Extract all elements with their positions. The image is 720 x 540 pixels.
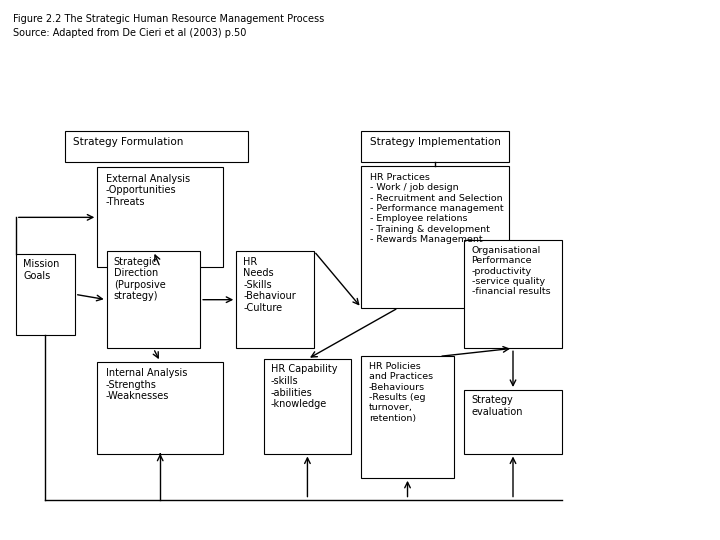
FancyBboxPatch shape	[464, 390, 562, 454]
FancyBboxPatch shape	[65, 131, 248, 162]
FancyBboxPatch shape	[464, 240, 562, 348]
Text: HR Capability
-skills
-abilities
-knowledge: HR Capability -skills -abilities -knowle…	[271, 364, 337, 409]
FancyBboxPatch shape	[16, 254, 75, 335]
Text: Figure 2.2 The Strategic Human Resource Management Process: Figure 2.2 The Strategic Human Resource …	[13, 14, 324, 24]
Text: HR Practices
- Work / job design
- Recruitment and Selection
- Performance manag: HR Practices - Work / job design - Recru…	[370, 173, 504, 244]
Text: Internal Analysis
-Strengths
-Weaknesses: Internal Analysis -Strengths -Weaknesses	[106, 368, 187, 401]
FancyBboxPatch shape	[264, 359, 351, 454]
FancyBboxPatch shape	[236, 251, 314, 348]
Text: Strategy
evaluation: Strategy evaluation	[472, 395, 523, 417]
Text: Strategy Formulation: Strategy Formulation	[73, 137, 184, 147]
FancyBboxPatch shape	[361, 356, 454, 478]
Text: HR
Needs
-Skills
-Behaviour
-Culture: HR Needs -Skills -Behaviour -Culture	[243, 256, 296, 313]
FancyBboxPatch shape	[107, 251, 200, 348]
FancyBboxPatch shape	[97, 167, 223, 267]
Text: Organisational
Performance
-productivity
-service quality
-financial results: Organisational Performance -productivity…	[472, 246, 550, 296]
Text: Strategic
Direction
(Purposive
strategy): Strategic Direction (Purposive strategy)	[114, 256, 166, 301]
Text: Source: Adapted from De Cieri et al (2003) p.50: Source: Adapted from De Cieri et al (200…	[13, 28, 246, 38]
Text: Mission
Goals: Mission Goals	[23, 259, 60, 281]
Text: Strategy Implementation: Strategy Implementation	[370, 137, 501, 147]
Text: External Analysis
-Opportunities
-Threats: External Analysis -Opportunities -Threat…	[106, 174, 190, 207]
FancyBboxPatch shape	[361, 131, 509, 162]
FancyBboxPatch shape	[97, 362, 223, 454]
FancyBboxPatch shape	[361, 166, 509, 308]
Text: HR Policies
and Practices
-Behaviours
-Results (eg
turnover,
retention): HR Policies and Practices -Behaviours -R…	[369, 362, 433, 423]
